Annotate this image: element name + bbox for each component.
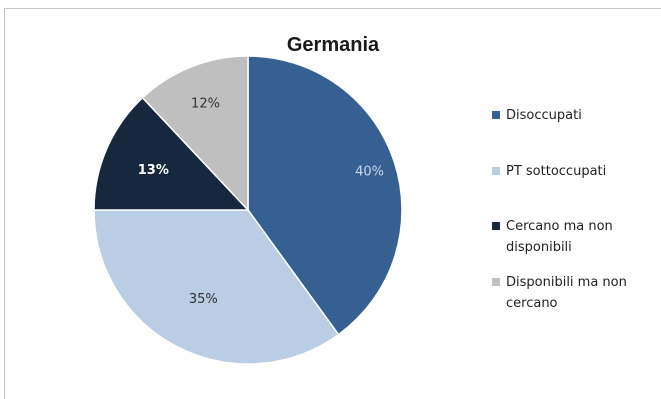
pie-slice-pt-sottoccupati bbox=[93, 209, 340, 365]
data-label-disponibili-ma-non-cercano: 12% bbox=[191, 97, 220, 112]
data-label-disoccupati: 40% bbox=[355, 165, 384, 180]
data-label-cercano-ma-non-disponibili: 13% bbox=[138, 163, 169, 178]
data-label-pt-sottoccupati: 35% bbox=[189, 292, 218, 307]
legend-label: Disponibili ma non cercano bbox=[506, 275, 627, 311]
legend-swatch bbox=[492, 222, 500, 230]
legend-label: Disoccupati bbox=[506, 108, 582, 123]
legend-swatch bbox=[492, 111, 500, 119]
chart-frame bbox=[4, 8, 661, 399]
legend-item-disponibili-ma-non-cercano: Disponibili ma non cercano bbox=[492, 272, 657, 314]
legend-swatch bbox=[492, 167, 500, 175]
legend-item-cercano-ma-non-disponibili: Cercano ma non disponibili bbox=[492, 216, 657, 258]
chart-title: Germania bbox=[286, 34, 380, 56]
legend-swatch bbox=[492, 278, 500, 286]
legend-item-disoccupati: Disoccupati bbox=[492, 105, 657, 126]
legend-item-pt-sottoccupati: PT sottoccupati bbox=[492, 161, 657, 182]
pie-slice-disponibili-ma-non-cercano bbox=[141, 55, 249, 212]
pie-slice-disoccupati bbox=[247, 55, 403, 336]
legend-label: Cercano ma non disponibili bbox=[506, 219, 613, 255]
legend-label: PT sottoccupati bbox=[506, 164, 607, 179]
pie-slice-cercano-ma-non-disponibili bbox=[93, 96, 250, 211]
